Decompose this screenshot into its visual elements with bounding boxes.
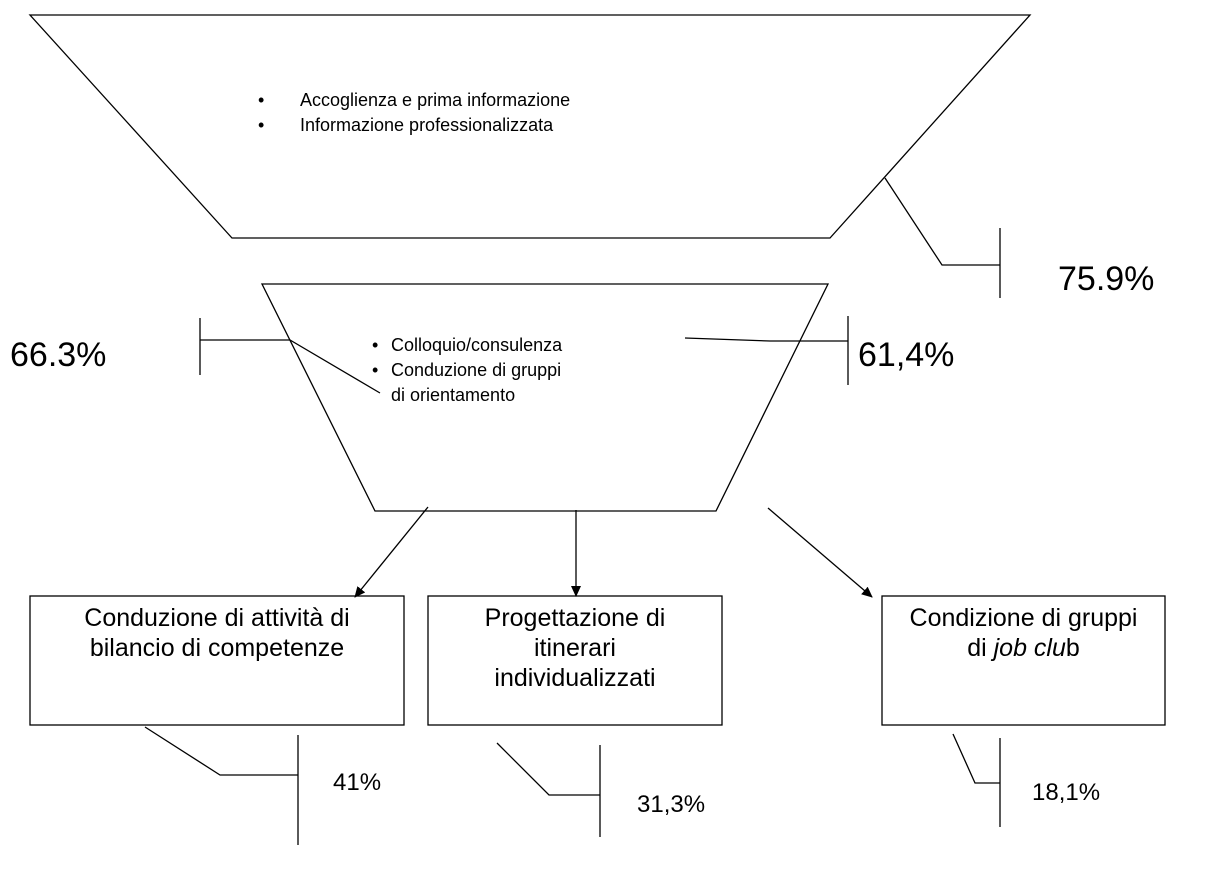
box [29, 595, 405, 726]
callout [144, 726, 298, 776]
box [427, 595, 723, 726]
top-trapezoid [28, 14, 1032, 239]
top-list: Accoglienza e prima informazione Informa… [258, 88, 570, 138]
box [881, 595, 1166, 726]
callout [496, 742, 600, 796]
callout [884, 177, 1000, 266]
list-item: Accoglienza e prima informazione [258, 88, 570, 113]
percent-label: 41% [333, 769, 382, 796]
callout [952, 733, 1000, 784]
box-label: Progettazione di itinerari individualizz… [484, 604, 666, 692]
box-label-part: b [1065, 634, 1080, 662]
callout [684, 337, 848, 342]
arrow [767, 507, 873, 598]
percent-label: 75.9% [1058, 260, 1155, 298]
list-item: Informazione professionalizzata [258, 113, 570, 138]
percent-label: 61,4% [858, 336, 955, 374]
list-item: Colloquio/consulenza [372, 333, 587, 358]
box-text: Condizione di gruppi di job club [882, 596, 1165, 725]
arrow [354, 506, 429, 598]
box-label-part: Condizione di gruppi di [909, 604, 1138, 662]
box-text: Conduzione di attività di bilancio di co… [30, 596, 404, 725]
box-label-part: job clu [993, 634, 1066, 662]
middle-trapezoid [260, 283, 830, 512]
box-label: Conduzione di attività di bilancio di co… [84, 604, 350, 662]
box-label: Condizione di gruppi di job club [900, 603, 1147, 663]
box-text: Progettazione di itinerari individualizz… [428, 596, 722, 725]
list-item: Conduzione di gruppi di orientamento [372, 358, 571, 408]
percent-label: 18,1% [1032, 779, 1101, 806]
percent-label: 66.3% [10, 336, 107, 374]
percent-label: 31,3% [637, 791, 706, 818]
callout [200, 339, 381, 394]
middle-list: Colloquio/consulenza Conduzione di grupp… [372, 333, 587, 408]
